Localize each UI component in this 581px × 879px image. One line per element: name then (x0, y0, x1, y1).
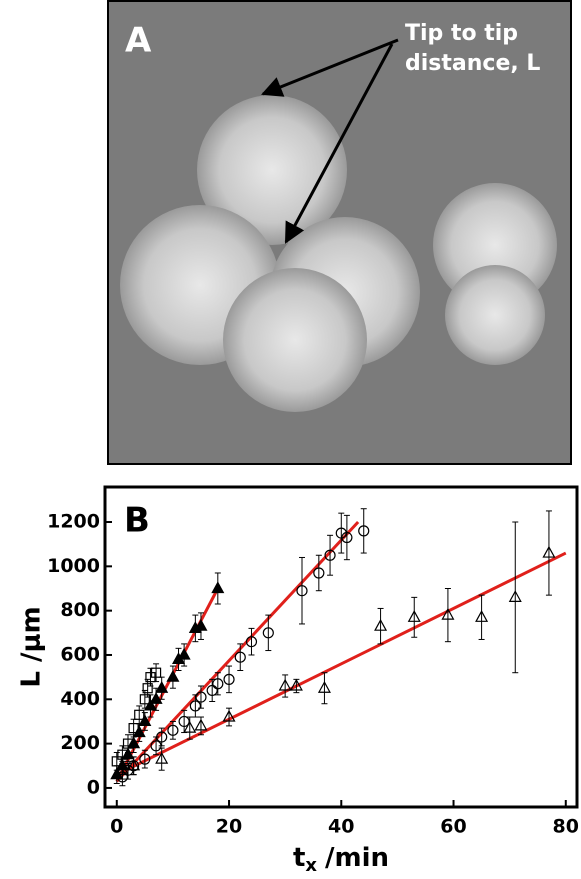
crystal (445, 265, 545, 365)
x-label-sub: x (305, 855, 317, 876)
point (115, 762, 129, 775)
point (262, 627, 274, 639)
x-tick-label: 60 (440, 816, 466, 838)
point (149, 692, 163, 704)
point (475, 610, 489, 622)
y-tick-label: 400 (60, 688, 100, 710)
point (317, 680, 331, 693)
y-tick-label: 600 (60, 643, 100, 665)
x-tick-label: 20 (216, 816, 242, 838)
point (121, 747, 135, 760)
annotation: Tip to tip (405, 21, 518, 46)
panel-label: A (125, 21, 152, 61)
point (189, 700, 201, 712)
panel-b: B L /μm tx/min 0 20 40 60 800200400600800100… (17, 485, 579, 877)
point (441, 607, 455, 620)
y-tick-label: 1000 (47, 555, 100, 577)
crystal (223, 268, 367, 412)
point (278, 678, 292, 691)
x-label-unit: /min (325, 843, 389, 873)
point (183, 720, 197, 733)
point (150, 667, 162, 678)
point (407, 610, 421, 622)
point (245, 636, 258, 648)
point (139, 694, 150, 705)
point (142, 683, 153, 694)
point (194, 718, 208, 731)
point (155, 680, 169, 693)
crystal (197, 95, 347, 245)
point (324, 549, 336, 561)
point (222, 709, 236, 722)
x-label-main: t (293, 843, 305, 873)
point (542, 545, 556, 558)
point (341, 531, 353, 544)
point (132, 725, 146, 738)
x-tick-label: 80 (553, 816, 579, 838)
point (289, 678, 303, 691)
point (194, 618, 208, 631)
point (178, 715, 190, 728)
y-tick-label: 0 (87, 776, 100, 798)
point (138, 714, 152, 727)
point (177, 647, 191, 660)
point (127, 758, 141, 771)
point (358, 525, 370, 537)
point (155, 751, 169, 764)
point (127, 736, 141, 749)
point (156, 731, 168, 743)
point (212, 678, 224, 690)
point (166, 669, 180, 682)
point (296, 585, 308, 597)
annotation: distance, L (405, 51, 540, 76)
panel-a: A Tip to tip distance, L (107, 0, 572, 465)
x-tick-label: 40 (328, 816, 354, 838)
arrow (284, 43, 394, 244)
point (223, 673, 235, 685)
point (139, 753, 151, 765)
arrow (261, 38, 399, 97)
fit-line (116, 551, 567, 776)
point (234, 651, 246, 663)
point (206, 684, 218, 697)
y-tick-label: 800 (60, 599, 100, 621)
point (313, 567, 325, 579)
point (508, 590, 522, 602)
x-axis-label: tx/min (293, 843, 389, 877)
panel-label: B (124, 501, 150, 541)
point (143, 698, 157, 711)
point (211, 581, 225, 594)
y-tick-label: 200 (60, 732, 100, 754)
point (134, 709, 145, 720)
y-tick-label: 1200 (47, 511, 100, 533)
point (374, 618, 388, 631)
point (167, 724, 179, 736)
point (195, 691, 207, 703)
y-axis-label: L /μm (17, 606, 47, 687)
x-tick-label: 0 (110, 816, 123, 838)
